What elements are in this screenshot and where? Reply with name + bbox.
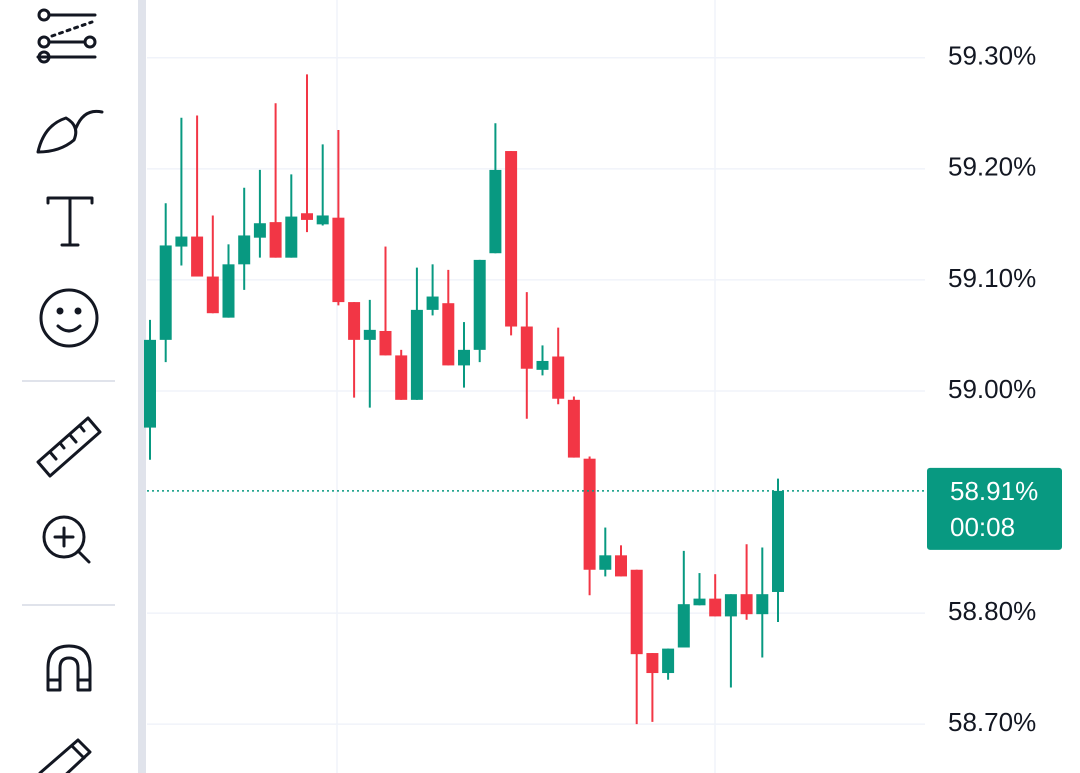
trend-tool-icon[interactable]: [36, 8, 97, 64]
candle-body: [536, 360, 549, 370]
candles: [144, 74, 784, 725]
text-tool-icon[interactable]: [46, 196, 94, 247]
candle-body: [301, 213, 313, 220]
candle-body: [473, 259, 486, 350]
candle-body: [253, 223, 266, 238]
candle-body: [662, 648, 675, 674]
candle-body: [238, 235, 251, 265]
pencil-icon[interactable]: [38, 738, 92, 773]
candle-body: [269, 222, 282, 258]
candle-body: [395, 355, 408, 400]
candle-body: [583, 458, 596, 570]
candle-body: [489, 169, 502, 254]
y-tick-label: 58.80%: [948, 596, 1036, 626]
ruler-icon[interactable]: [36, 416, 102, 478]
candle-body: [175, 236, 188, 247]
emoji-icon[interactable]: [39, 288, 99, 348]
candle-body: [772, 490, 784, 592]
last-price-label: 58.91%: [950, 476, 1038, 506]
y-tick-label: 59.00%: [948, 374, 1036, 404]
y-tick-label: 59.30%: [948, 41, 1036, 71]
last-price-box: [927, 467, 1062, 550]
candle-body: [191, 236, 204, 277]
candle-body: [410, 309, 423, 400]
candle-body: [442, 303, 455, 366]
candle-body: [379, 330, 392, 356]
y-tick-label: 58.70%: [948, 707, 1036, 737]
candle-body: [458, 349, 470, 366]
candle-body: [709, 598, 722, 617]
candle-body: [206, 276, 219, 314]
candle-body: [144, 339, 156, 428]
candle-body: [677, 604, 690, 648]
countdown-label: 00:08: [950, 512, 1015, 542]
brush-icon[interactable]: [36, 109, 104, 154]
candle-body: [615, 555, 627, 577]
magnet-icon[interactable]: [46, 644, 92, 692]
candle-body: [363, 329, 376, 340]
candle-body: [316, 215, 329, 225]
candle-body: [348, 302, 361, 340]
candle-body: [646, 653, 659, 674]
y-tick-label: 59.10%: [948, 263, 1036, 293]
candle-body: [740, 594, 753, 615]
candle-body: [567, 399, 580, 458]
candle-body: [724, 594, 737, 617]
candle-body: [630, 569, 643, 655]
grid: [147, 57, 925, 725]
toolbar-border: [138, 0, 146, 773]
candle-body: [285, 216, 298, 258]
candle-body: [756, 594, 769, 615]
candle-body: [426, 296, 439, 310]
candle-body: [159, 245, 172, 340]
candle-body: [693, 598, 706, 606]
zoom-icon[interactable]: [42, 515, 91, 564]
candle-body: [599, 555, 612, 570]
candle-body: [332, 217, 345, 303]
y-tick-label: 59.20%: [948, 152, 1036, 182]
candle-body: [505, 151, 518, 327]
toolbar: [22, 8, 115, 773]
candle-body: [520, 326, 533, 369]
candle-body: [222, 264, 235, 318]
candle-body: [552, 356, 565, 399]
price-axis: 59.30% 59.20% 59.10% 59.00% 58.80% 58.70% 58.9…: [147, 41, 1062, 737]
